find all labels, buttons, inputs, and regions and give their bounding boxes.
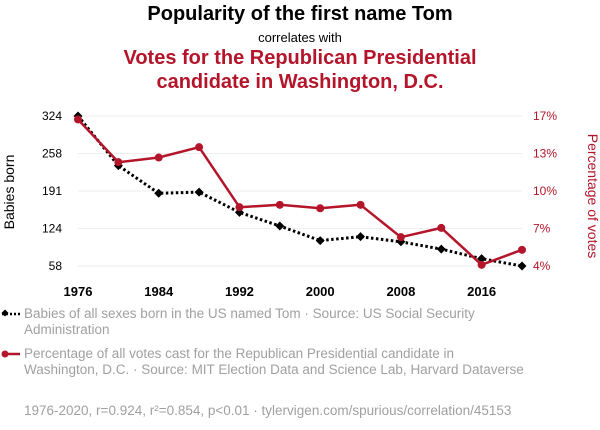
chart-subtitle: Votes for the Republican Presidential ca…: [0, 46, 600, 94]
x-tick-label: 1984: [144, 284, 174, 299]
x-tick-label: 2016: [467, 284, 496, 299]
x-tick-label: 2008: [386, 284, 415, 299]
point-votes: [437, 223, 446, 232]
y-right-tick-label: 17%: [533, 109, 557, 123]
point-votes: [74, 115, 82, 124]
y-left-tick-label: 58: [49, 259, 63, 273]
point-votes: [154, 153, 163, 162]
chart-plot: Babies born Percentage of votes 324 258 19…: [1, 109, 600, 299]
axis-ticks: 324 258 191 124 58 17% 13% 10% 7% 4% 1976 1984 1992 2…: [42, 109, 557, 299]
point-votes: [518, 245, 526, 254]
chart-title: Popularity of the first name Tom: [147, 3, 453, 25]
point-votes: [356, 200, 365, 209]
y-left-tick-label: 191: [42, 184, 62, 198]
y-right-tick-label: 13%: [533, 147, 557, 161]
point-babies: [315, 236, 325, 246]
point-votes: [275, 200, 284, 209]
point-votes: [235, 203, 244, 212]
point-babies: [194, 187, 204, 197]
x-tick-label: 1992: [225, 284, 254, 299]
series-line-votes: [77, 118, 523, 267]
footer-stats: 1976-2020, r=0.924, r²=0.854, p<0.01 · t…: [24, 403, 512, 418]
point-babies: [436, 244, 446, 254]
legend-label-votes: Percentage of all votes cast for the Rep…: [24, 346, 524, 377]
legend-marker-babies: [1, 309, 20, 317]
point-babies: [477, 254, 487, 264]
point-votes: [477, 260, 486, 269]
y-right-tick-label: 7%: [533, 222, 551, 236]
chart-connector-text: correlates with: [258, 30, 342, 45]
point-babies: [517, 261, 527, 271]
y-left-tick-label: 324: [42, 109, 62, 123]
x-tick-label: 1976: [64, 284, 93, 299]
legend-item-babies: Babies of all sexes born in the US named…: [1, 306, 524, 338]
y-left-tick-label: 124: [42, 222, 62, 236]
x-tick-label: 2000: [306, 284, 335, 299]
point-votes: [195, 143, 204, 152]
point-babies: [356, 232, 366, 242]
legend-item-votes: Percentage of all votes cast for the Rep…: [1, 346, 524, 378]
y-right-tick-label: 4%: [533, 259, 551, 273]
point-babies: [275, 221, 285, 231]
chart-subtitle-text: Votes for the Republican Presidential ca…: [123, 47, 477, 93]
y-right-tick-label: 10%: [533, 184, 557, 198]
legend-marker-votes: [1, 350, 20, 358]
point-babies: [154, 188, 164, 198]
y-right-axis-label: Percentage of votes: [585, 134, 600, 259]
series-layer: [73, 111, 527, 271]
y-left-axis-label: Babies born: [1, 155, 17, 230]
y-left-tick-label: 258: [42, 147, 62, 161]
point-votes: [396, 233, 405, 242]
point-votes: [316, 204, 325, 213]
legend-label-babies: Babies of all sexes born in the US named…: [24, 306, 475, 337]
point-votes: [114, 158, 123, 167]
gridlines: [78, 115, 522, 267]
